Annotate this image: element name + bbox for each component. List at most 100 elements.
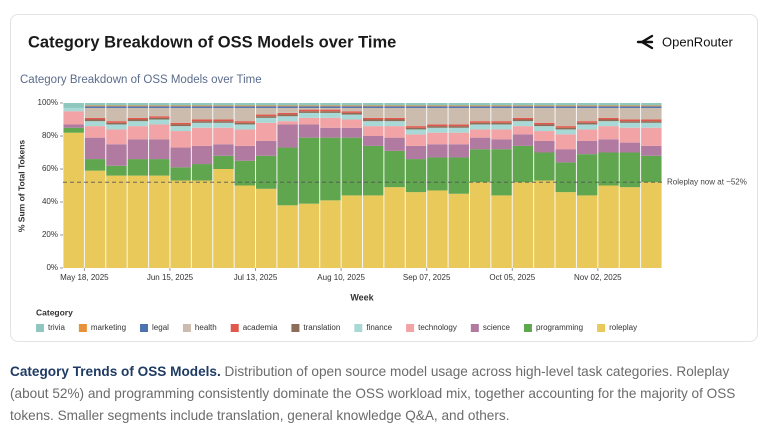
bar-segment <box>213 119 234 122</box>
bar-segment <box>448 126 469 128</box>
bar-segment <box>106 121 127 123</box>
bar-segment <box>170 106 191 108</box>
bar-segment <box>170 105 191 107</box>
x-tick-label: Jul 13, 2025 <box>234 273 278 282</box>
bar-segment <box>598 103 619 106</box>
bar-segment <box>298 106 320 108</box>
bar-segment <box>555 126 576 128</box>
bar-segment <box>149 117 170 120</box>
legend-swatch <box>291 324 300 332</box>
bar-segment <box>320 127 341 138</box>
bar-segment <box>534 105 555 107</box>
bar-segment <box>576 107 598 122</box>
bar-segment <box>576 121 598 123</box>
bar-segment <box>405 106 427 108</box>
bar-segment <box>384 117 405 120</box>
legend-swatch <box>470 324 479 332</box>
bar-segment <box>469 124 491 130</box>
bar-segment <box>170 107 191 123</box>
bar-segment <box>106 175 127 268</box>
bar-segment <box>555 162 576 193</box>
bar-segment <box>341 103 362 106</box>
y-tick-label: 0% <box>46 263 58 272</box>
bar-segment <box>363 107 384 118</box>
bar-segment <box>491 195 512 268</box>
bar-segment <box>191 103 213 106</box>
bar-segment <box>234 124 256 130</box>
bar-segment <box>598 139 619 153</box>
bar-segment <box>170 167 191 181</box>
bar-segment <box>534 131 555 141</box>
legend-label: roleplay <box>609 323 637 332</box>
bar-segment <box>469 149 491 183</box>
bar-segment <box>619 103 641 106</box>
bar-segment <box>448 193 469 268</box>
legend-swatch <box>523 324 532 332</box>
bar-segment <box>512 103 534 106</box>
bar-segment <box>448 124 469 127</box>
x-tick-label: Nov 02, 2025 <box>574 273 622 282</box>
bar-segment <box>320 200 341 268</box>
bar-segment <box>598 106 619 108</box>
bar-segment <box>405 126 427 128</box>
bar-segment <box>384 105 405 107</box>
bar-segment <box>341 112 362 115</box>
bar-segment <box>84 119 106 122</box>
bar-segment <box>448 105 469 107</box>
bar-segment <box>84 170 106 268</box>
bar-segment <box>491 105 512 107</box>
bar-segment <box>555 149 576 163</box>
bar-segment <box>641 105 662 107</box>
bar-segment <box>491 106 512 108</box>
bar-segment <box>363 106 384 108</box>
bar-segment <box>641 182 662 268</box>
bar-segment <box>448 132 469 145</box>
bar-segment <box>256 103 277 106</box>
bar-segment <box>84 159 106 171</box>
caption: Category Trends of OSS Models. Distribut… <box>10 361 758 427</box>
bar-segment <box>534 106 555 108</box>
legend-swatch <box>230 324 239 332</box>
legend-title: Category <box>36 307 73 317</box>
bar-segment <box>512 107 534 118</box>
legend-swatch <box>406 324 415 332</box>
bar-segment <box>555 107 576 127</box>
bar-segment <box>256 140 277 156</box>
bar-segment <box>469 182 491 268</box>
bar-segment <box>363 117 384 120</box>
bar-segment <box>576 140 598 155</box>
bar-segment <box>149 105 170 107</box>
bar-segment <box>84 117 106 120</box>
bar-segment <box>277 107 298 113</box>
bar-segment <box>234 145 256 161</box>
bar-segment <box>363 119 384 122</box>
x-tick-label: Aug 10, 2025 <box>317 273 365 282</box>
legend-label: marketing <box>91 323 126 332</box>
bar-segment <box>427 124 448 127</box>
bar-segment <box>448 107 469 125</box>
bar-segment <box>320 105 341 107</box>
bar-segment <box>448 144 469 158</box>
bar-segment <box>341 111 362 113</box>
bar-segment <box>298 111 320 113</box>
bar-segment <box>213 121 234 123</box>
bar-segment <box>512 105 534 107</box>
bar-segment <box>127 126 149 140</box>
bar-segment <box>405 127 427 130</box>
bar-segment <box>256 105 277 107</box>
bar-segment <box>234 105 256 107</box>
bar-segment <box>256 116 277 118</box>
bar-segment <box>405 192 427 268</box>
bar-segment <box>469 137 491 150</box>
bar-segment <box>619 107 641 120</box>
legend-label: trivia <box>48 323 65 332</box>
legend-swatch <box>354 324 363 332</box>
bar-segment <box>213 122 234 128</box>
bar-segment <box>256 188 277 268</box>
x-tick-label: May 18, 2025 <box>60 273 109 282</box>
bar-segment <box>149 119 170 125</box>
bar-segment <box>448 103 469 106</box>
bar-segment <box>277 105 298 107</box>
bar-segment <box>213 105 234 107</box>
